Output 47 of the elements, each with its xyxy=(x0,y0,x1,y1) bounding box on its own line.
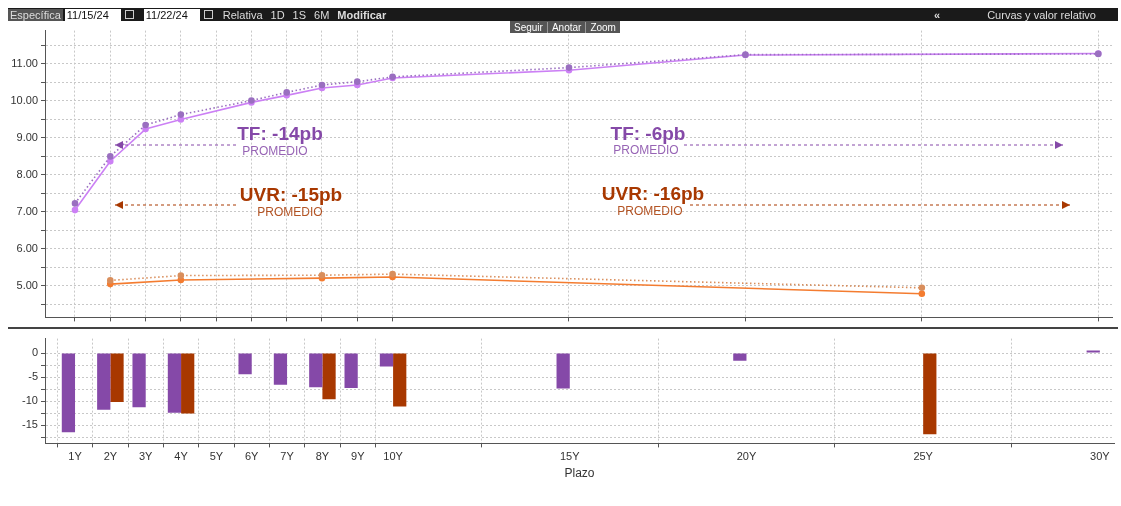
y-tick-label: 8.00 xyxy=(16,167,38,180)
text: 11/22/24 xyxy=(143,8,200,21)
y-tick-label: 10.00 xyxy=(10,93,38,106)
text: 1S xyxy=(292,8,307,21)
text: « xyxy=(934,8,941,21)
annotation: Zoom xyxy=(589,21,617,33)
annotation: PROMEDIO xyxy=(257,205,323,220)
annotation: PROMEDIO xyxy=(613,143,679,158)
text: 1D xyxy=(270,8,285,21)
y-tick-label: -10 xyxy=(22,394,38,407)
text: Relativa xyxy=(222,8,263,21)
annotation: UVR: -16pb xyxy=(601,183,705,205)
x-tick-label: 15Y xyxy=(559,450,581,463)
y-tick-label: 6.00 xyxy=(16,241,38,254)
text: Específica xyxy=(8,8,63,21)
x-tick-label: 25Y xyxy=(913,450,934,463)
x-tick-label: 30Y xyxy=(1090,450,1111,463)
y-tick-label: 0 xyxy=(31,346,38,359)
x-tick-label: 2Y xyxy=(103,450,118,463)
y-tick-label: 5.00 xyxy=(16,278,38,291)
x-tick-label: 6Y xyxy=(245,450,260,463)
annotation: TF: -14pb xyxy=(237,123,323,145)
text: Modificar xyxy=(337,8,387,21)
y-tick-label: -15 xyxy=(22,418,38,431)
text: 6M xyxy=(314,8,330,21)
x-tick-label: 3Y xyxy=(138,450,154,463)
x-tick-label: 8Y xyxy=(315,450,330,463)
x-tick-label: 4Y xyxy=(174,450,189,463)
x-tick-label: 9Y xyxy=(351,450,366,463)
annotation: UVR: -15pb xyxy=(239,184,343,206)
annotation: Anotar xyxy=(547,21,587,33)
x-axis-title: Plazo xyxy=(564,466,595,481)
y-tick-label: 9.00 xyxy=(16,130,38,143)
x-tick-label: 10Y xyxy=(383,450,404,463)
annotation: PROMEDIO xyxy=(617,204,683,219)
x-tick-label: 20Y xyxy=(736,450,757,463)
annotation: TF: -6pb xyxy=(610,123,686,145)
y-tick-label: 11.00 xyxy=(11,56,38,69)
x-tick-label: 5Y xyxy=(209,450,224,463)
text: 11/15/24 xyxy=(64,8,121,21)
annotation: Seguir xyxy=(510,21,548,33)
y-tick-label: 7.00 xyxy=(16,204,38,217)
y-tick-label: -5 xyxy=(28,370,38,383)
x-tick-label: 7Y xyxy=(280,450,295,463)
text: Curvas y valor relativo xyxy=(987,8,1096,21)
annotation: PROMEDIO xyxy=(242,144,308,159)
x-tick-label: 1Y xyxy=(68,450,83,463)
